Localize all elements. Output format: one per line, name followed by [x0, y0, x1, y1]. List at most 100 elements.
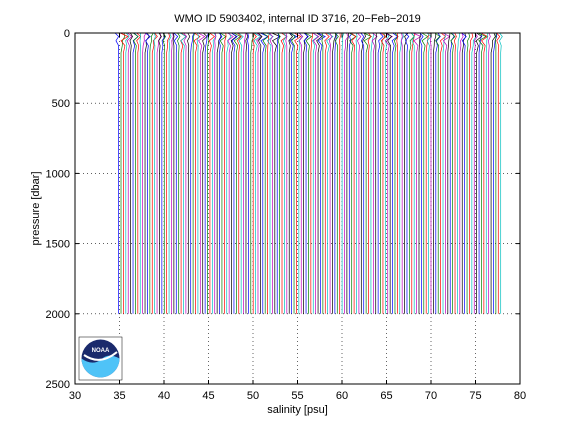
profile-line [282, 32, 288, 314]
profile-line [480, 32, 489, 314]
profile-line [339, 32, 341, 314]
profile-line [262, 32, 269, 314]
profile-line [269, 32, 273, 314]
profile-lines [114, 32, 503, 314]
profile-line [151, 32, 158, 314]
profile-line [136, 32, 142, 314]
profile-line [139, 32, 142, 314]
profile-line [158, 32, 162, 314]
profile-line [214, 32, 217, 314]
profile-line [457, 32, 460, 314]
profile-line [495, 32, 497, 314]
profile-line [370, 32, 375, 314]
profile-line [466, 32, 471, 314]
profile-line [499, 32, 503, 314]
profile-line [332, 32, 336, 314]
profile-line [303, 32, 309, 314]
profile-line [247, 32, 249, 314]
profile-line [312, 32, 319, 314]
chart-title: WMO ID 5903402, internal ID 3716, 20−Feb… [174, 13, 420, 25]
profile-line [411, 32, 415, 314]
profile-line [187, 32, 191, 314]
profile-line [226, 32, 232, 314]
profile-line [253, 32, 262, 314]
noaa-logo-text: NOAA [92, 348, 110, 354]
profile-line [321, 32, 324, 314]
profile-line [334, 32, 338, 314]
profile-line [238, 32, 244, 314]
profile-line [231, 32, 238, 314]
profile-line [399, 32, 404, 314]
profile-line [367, 32, 372, 314]
profile-line [425, 32, 430, 314]
x-tick-label: 55 [291, 390, 303, 402]
profile-line [168, 32, 172, 314]
x-tick-label: 65 [380, 390, 392, 402]
profile-line [310, 32, 313, 314]
x-tick-label: 75 [469, 390, 481, 402]
profile-line [473, 32, 478, 314]
profile-line [356, 32, 362, 314]
profile-line [329, 32, 333, 314]
profile-line [447, 32, 451, 314]
profile-line [252, 32, 257, 314]
profile-line [348, 32, 353, 314]
profile-line [216, 32, 222, 314]
profile-line [171, 32, 174, 314]
profile-line [453, 32, 457, 314]
profile-line [440, 32, 447, 314]
x-tick-label: 40 [158, 390, 170, 402]
profile-line [294, 32, 302, 314]
profile-line [346, 32, 350, 314]
profile-line [490, 32, 496, 314]
profile-line [149, 32, 154, 314]
profile-line [144, 32, 151, 314]
profile-line [285, 32, 288, 314]
profile-line [442, 32, 446, 314]
profile-line [384, 32, 390, 314]
profile-line [496, 32, 501, 314]
profile-line [461, 32, 467, 314]
profile-line [426, 32, 432, 314]
profile-line [277, 32, 281, 314]
profile-line [233, 32, 242, 314]
profile-line [114, 32, 120, 314]
profile-line [120, 32, 126, 314]
y-tick-label: 0 [64, 28, 70, 40]
profile-line [120, 32, 129, 314]
profile-line [237, 32, 242, 314]
profile-line [177, 32, 181, 314]
profile-line [290, 32, 296, 314]
y-axis: 0 500 1000 1500 2000 2500 [46, 28, 520, 391]
y-tick-label: 1000 [46, 168, 70, 180]
profile-line [243, 32, 247, 314]
profile-line [198, 32, 206, 314]
profile-line [267, 32, 271, 314]
profile-line [405, 32, 410, 314]
profile-line [355, 32, 358, 314]
profile-line [380, 32, 387, 314]
profile-line [377, 32, 384, 314]
profile-line [250, 32, 254, 314]
profile-line [324, 32, 330, 314]
profile-line [161, 32, 166, 314]
profile-line [360, 32, 365, 314]
profile-line [204, 32, 209, 314]
profile-line [341, 32, 345, 314]
profile-line [223, 32, 227, 314]
profile-line [475, 32, 483, 314]
profile-line [391, 32, 399, 314]
profile-line [289, 32, 298, 314]
profile-line [245, 32, 249, 314]
profile-line [404, 32, 409, 314]
x-tick-label: 45 [202, 390, 214, 402]
x-tick-label: 50 [247, 390, 259, 402]
profile-line [276, 32, 280, 314]
y-axis-label: pressure [dbar] [30, 172, 42, 246]
profile-line [257, 32, 263, 314]
x-axis: 30 35 40 45 50 55 60 65 70 75 80 [69, 33, 526, 402]
profile-line [478, 32, 483, 314]
grid-lines [75, 33, 520, 384]
x-tick-label: 80 [514, 390, 526, 402]
profile-line [173, 32, 179, 314]
